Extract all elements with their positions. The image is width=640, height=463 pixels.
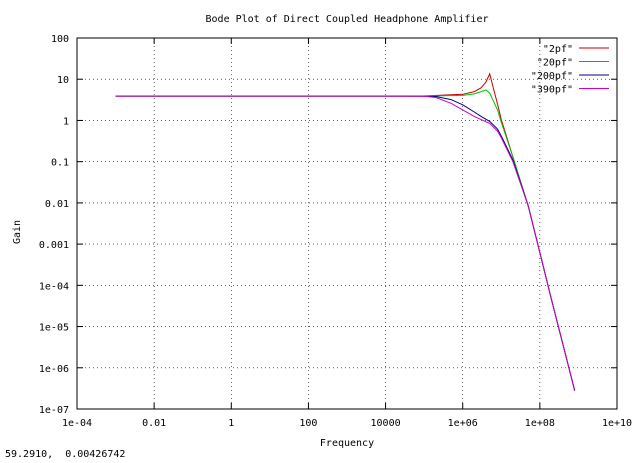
x-tick-label: 10000 bbox=[371, 418, 401, 429]
legend-label: "2pf" bbox=[543, 44, 573, 55]
x-tick-label: 1 bbox=[228, 418, 234, 429]
x-tick-label: 1e+06 bbox=[448, 418, 478, 429]
tick-layer: 1e-04 0.01 1 100 10000 1e+06 1e+08 1e+10 100 10 1 0… bbox=[39, 34, 632, 429]
series-layer bbox=[115, 72, 576, 391]
x-tick-label: 1e+08 bbox=[525, 418, 555, 429]
series-line-0 bbox=[115, 72, 576, 391]
y-tick-label: 10 bbox=[57, 75, 69, 86]
y-axis-label: Gain bbox=[12, 220, 23, 244]
x-tick-label: 0.01 bbox=[142, 418, 166, 429]
chart-title: Bode Plot of Direct Coupled Headphone Am… bbox=[206, 14, 489, 25]
y-tick-label: 0.1 bbox=[51, 158, 69, 169]
y-tick-label: 1e-07 bbox=[39, 405, 69, 416]
legend-label: "20pf" bbox=[537, 58, 573, 69]
x-axis-label: Frequency bbox=[320, 438, 374, 449]
legend-label: "390pf" bbox=[531, 85, 573, 96]
y-tick-label: 1e-05 bbox=[39, 323, 69, 334]
series-line-1 bbox=[115, 89, 576, 391]
y-tick-label: 1e-04 bbox=[39, 281, 69, 292]
x-tick-label: 1e-04 bbox=[62, 418, 92, 429]
x-tick-label: 100 bbox=[299, 418, 317, 429]
y-tick-label: 0.001 bbox=[39, 240, 69, 251]
y-tick-label: 0.01 bbox=[45, 199, 69, 210]
series-line-2 bbox=[115, 95, 576, 391]
plot-frame bbox=[76, 37, 618, 410]
x-tick-label: 1e+10 bbox=[602, 418, 632, 429]
cursor-coordinate-readout: 59.2910, 0.00426742 bbox=[5, 449, 126, 460]
legend: "2pf" "20pf" "200pf" "390pf" bbox=[531, 44, 609, 96]
y-tick-label: 100 bbox=[51, 34, 69, 45]
legend-label: "200pf" bbox=[531, 71, 573, 82]
series-line-3 bbox=[115, 95, 576, 391]
y-tick-label: 1e-06 bbox=[39, 364, 69, 375]
y-tick-label: 1 bbox=[63, 116, 69, 127]
